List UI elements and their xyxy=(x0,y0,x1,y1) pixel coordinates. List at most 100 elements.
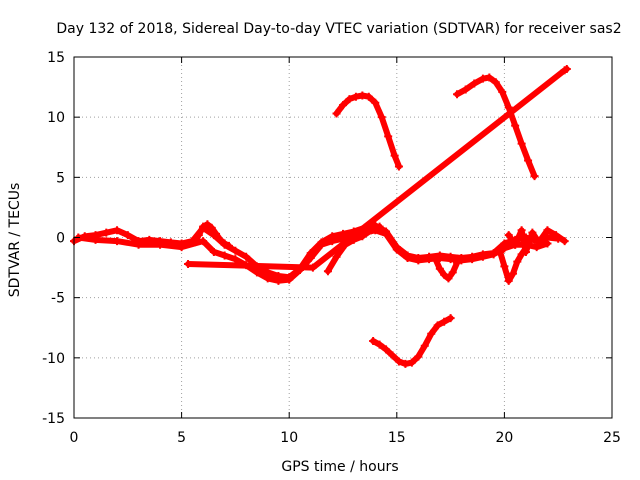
data-point xyxy=(485,73,494,82)
data-point xyxy=(358,91,367,100)
data-point xyxy=(390,151,399,160)
data-point xyxy=(532,243,541,252)
series-branch-5.7 xyxy=(190,220,233,250)
data-point xyxy=(377,113,386,122)
data-point xyxy=(444,274,453,283)
data-point xyxy=(453,258,462,267)
y-tick-label: -15 xyxy=(42,411,65,427)
data-point xyxy=(207,223,216,232)
data-point xyxy=(504,276,513,285)
data-point xyxy=(339,101,347,110)
data-point xyxy=(513,257,522,266)
y-tick-label: 0 xyxy=(56,231,65,247)
data-point xyxy=(517,226,526,235)
series-arc-19 xyxy=(453,73,539,181)
data-point xyxy=(433,321,442,330)
axis-ticks: 0 5 10 15 20 25 -15 -10 -5 0 5 10 15 xyxy=(42,50,621,446)
data-point xyxy=(212,229,221,238)
data-point xyxy=(560,237,569,246)
data-point xyxy=(216,235,225,244)
data-point xyxy=(470,79,479,88)
data-point xyxy=(231,246,240,255)
y-tick-label: -5 xyxy=(51,291,65,307)
data-point xyxy=(403,253,412,262)
data-point xyxy=(509,269,518,278)
data-point xyxy=(285,275,294,284)
x-tick-label: 5 xyxy=(177,430,186,446)
data-point xyxy=(478,74,487,83)
data-point xyxy=(528,228,537,237)
data-point xyxy=(511,121,520,130)
data-point xyxy=(446,314,455,323)
series-band-lower xyxy=(74,226,552,285)
data-point xyxy=(332,252,341,261)
data-point xyxy=(375,340,384,349)
data-point xyxy=(366,226,375,235)
data-point xyxy=(332,109,341,118)
data-point xyxy=(504,231,513,240)
data-point xyxy=(224,241,233,250)
data-point xyxy=(427,329,436,338)
data-point xyxy=(534,238,543,247)
data-point xyxy=(194,231,203,240)
data-point xyxy=(562,65,571,74)
y-axis-label: SDTVAR / TECUs xyxy=(7,183,23,298)
data-point xyxy=(431,255,440,264)
data-point xyxy=(491,78,500,87)
chart-title: Day 132 of 2018, Sidereal Day-to-day VTE… xyxy=(56,21,621,37)
data-point xyxy=(498,87,507,96)
data-point xyxy=(552,231,561,240)
series-arc-13 xyxy=(332,91,403,171)
data-point xyxy=(220,251,229,260)
data-point xyxy=(384,132,393,141)
data-point xyxy=(375,222,384,231)
data-point xyxy=(102,228,111,237)
data-point xyxy=(209,247,218,256)
series-dip-15.5 xyxy=(369,314,455,368)
series-trace xyxy=(333,92,402,170)
x-tick-label: 20 xyxy=(495,430,513,446)
y-tick-label: 10 xyxy=(47,110,65,126)
data-point xyxy=(351,92,360,101)
data-point xyxy=(328,237,337,246)
data-point xyxy=(543,239,552,248)
data-point xyxy=(392,245,401,254)
data-point xyxy=(414,352,423,361)
data-point xyxy=(453,90,462,99)
data-point xyxy=(511,240,520,249)
data-point xyxy=(190,238,199,247)
data-point xyxy=(308,263,317,272)
data-point xyxy=(371,98,380,107)
series-trace xyxy=(454,74,538,180)
data-point xyxy=(113,226,122,235)
data-point xyxy=(252,268,261,277)
data-point xyxy=(440,317,449,326)
data-point xyxy=(478,252,487,261)
data-point xyxy=(382,345,391,354)
data-point xyxy=(184,259,193,268)
data-point xyxy=(394,162,403,171)
x-axis-label: GPS time / hours xyxy=(281,459,398,475)
data-point xyxy=(358,232,367,241)
data-point xyxy=(435,264,444,273)
data-point xyxy=(323,267,332,276)
series-branch-21 xyxy=(504,226,569,256)
data-points xyxy=(70,65,571,368)
data-point xyxy=(369,336,378,345)
y-tick-label: -10 xyxy=(42,351,65,367)
data-point xyxy=(489,250,498,259)
data-point xyxy=(521,247,530,256)
data-point xyxy=(91,235,100,244)
data-point xyxy=(500,244,509,253)
data-point xyxy=(394,357,403,366)
data-point xyxy=(496,247,505,256)
data-point xyxy=(440,270,449,279)
series-branch-17.2 xyxy=(431,255,462,283)
data-point xyxy=(530,172,539,181)
data-point xyxy=(113,237,122,246)
data-point xyxy=(345,95,354,104)
x-tick-label: 10 xyxy=(280,430,298,446)
data-point xyxy=(543,226,552,235)
data-point xyxy=(468,255,477,264)
